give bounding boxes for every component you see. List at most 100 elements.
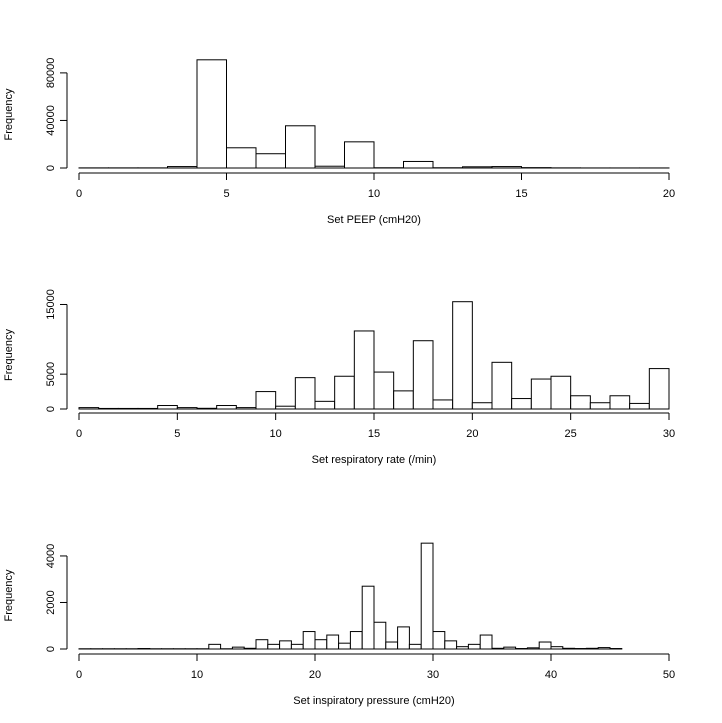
histogram-bar (408, 643, 422, 650)
histogram-bar (235, 407, 257, 410)
y-tick-label: 15000 (45, 289, 57, 320)
y-tick-label: 40000 (45, 105, 57, 136)
y-tick-label: 0 (45, 406, 57, 412)
histogram-bar (491, 647, 505, 650)
histogram-bar (314, 639, 328, 650)
histogram-bar (290, 643, 304, 650)
histogram-bar (314, 165, 345, 169)
histogram-bar (385, 641, 399, 650)
histogram-bar (314, 400, 336, 410)
histogram-bar (393, 390, 414, 410)
histogram-bar (550, 646, 564, 650)
histogram-bar (403, 160, 434, 169)
x-tick-label: 10 (270, 428, 282, 440)
histogram-bar (216, 405, 237, 410)
histogram-bar (279, 640, 292, 650)
histogram-bar (585, 647, 599, 650)
respiratory-rate-histogram-panel: 0 5 10 15 20 25 30 Set respiratory rate (/min) 0… (3, 289, 675, 466)
histogram-bar (255, 391, 277, 410)
histogram-bar (294, 377, 316, 410)
histogram-bar (196, 407, 218, 410)
histogram-bar (78, 407, 100, 410)
x-tick-label: 30 (663, 428, 675, 440)
histogram-bar (334, 375, 355, 410)
x-axis-title: Set inspiratory pressure (cmH20) (293, 695, 454, 707)
x-tick-label: 10 (191, 669, 203, 681)
histogram-bar (285, 125, 316, 169)
x-tick-label: 15 (368, 428, 380, 440)
histogram-bar (562, 647, 576, 650)
x-tick-label: 5 (174, 428, 180, 440)
y-axis-title: Frequency (3, 329, 15, 381)
peep-histogram-panel: 0 5 10 15 20 Set PEEP (cmH20) 0 40000 80000 Frequ… (3, 58, 675, 226)
x-axis-title: Set PEEP (cmH20) (327, 214, 421, 226)
histogram-bar (432, 399, 454, 410)
histogram-bar (550, 375, 572, 410)
x-tick-label: 15 (515, 188, 527, 200)
histogram-bar (444, 640, 458, 650)
histogram-bar (412, 340, 434, 410)
x-tick-label: 20 (466, 428, 478, 440)
histogram-bar (267, 643, 281, 650)
histogram-bar (361, 585, 375, 650)
x-tick-label: 5 (223, 188, 229, 200)
histogram-bar (530, 378, 552, 410)
histogram-bar (226, 147, 257, 169)
y-tick-label: 0 (45, 165, 57, 171)
inspiratory-pressure-histogram-panel: 0 10 20 30 40 50 Set inspiratory pressure (cmH… (3, 542, 675, 707)
x-tick-label: 0 (76, 669, 82, 681)
histogram-bar (538, 641, 552, 650)
y-tick-label: 4000 (45, 544, 57, 568)
histogram-bar (196, 59, 227, 169)
histogram-bar (338, 642, 351, 650)
x-tick-label: 50 (663, 669, 675, 681)
x-tick-label: 20 (309, 669, 321, 681)
histogram-bar (302, 631, 316, 650)
histogram-bar (349, 631, 363, 650)
histogram-bar (589, 402, 611, 410)
x-tick-label: 0 (76, 188, 82, 200)
histogram-bar (353, 330, 375, 410)
histogram-bar (432, 631, 446, 650)
histogram-bar (511, 398, 532, 410)
histogram-bar (456, 646, 469, 650)
x-tick-label: 0 (76, 428, 82, 440)
x-axis-title: Set respiratory rate (/min) (312, 454, 437, 466)
histogram-bar (609, 395, 631, 410)
histogram-bar (157, 405, 178, 410)
x-tick-label: 25 (565, 428, 577, 440)
histogram-bar (231, 646, 245, 650)
histogram-bar (420, 542, 434, 650)
histogram-bar (373, 621, 387, 650)
histogram-bar (526, 647, 540, 650)
x-tick-label: 10 (368, 188, 380, 200)
histogram-bar (326, 634, 340, 650)
histogram-bar (255, 153, 286, 169)
histogram-bar (629, 402, 650, 410)
histogram-bar (98, 407, 119, 410)
y-tick-label: 2000 (45, 590, 57, 614)
y-axis-title: Frequency (3, 88, 15, 140)
y-axis-title: Frequency (3, 569, 15, 621)
histogram-bar (255, 639, 269, 650)
histogram-bar (462, 166, 493, 169)
histogram-bar (176, 407, 198, 410)
histogram-bar (344, 141, 375, 169)
histogram-bar (570, 395, 591, 410)
histogram-bar (452, 301, 473, 410)
histogram-bar (208, 643, 222, 650)
y-tick-label: 80000 (45, 58, 57, 89)
x-tick-label: 20 (663, 188, 675, 200)
histogram-bar (373, 371, 395, 410)
histogram-bar (243, 647, 257, 650)
y-tick-label: 0 (45, 646, 57, 652)
histogram-bar (167, 166, 198, 169)
histogram-bar (467, 643, 481, 650)
histogram-bar (479, 634, 493, 650)
histogram-bar (137, 407, 159, 410)
histogram-bar (491, 166, 522, 169)
histogram-bar (491, 361, 513, 410)
histogram-bar (597, 647, 611, 650)
y-tick-label: 5000 (45, 362, 57, 386)
